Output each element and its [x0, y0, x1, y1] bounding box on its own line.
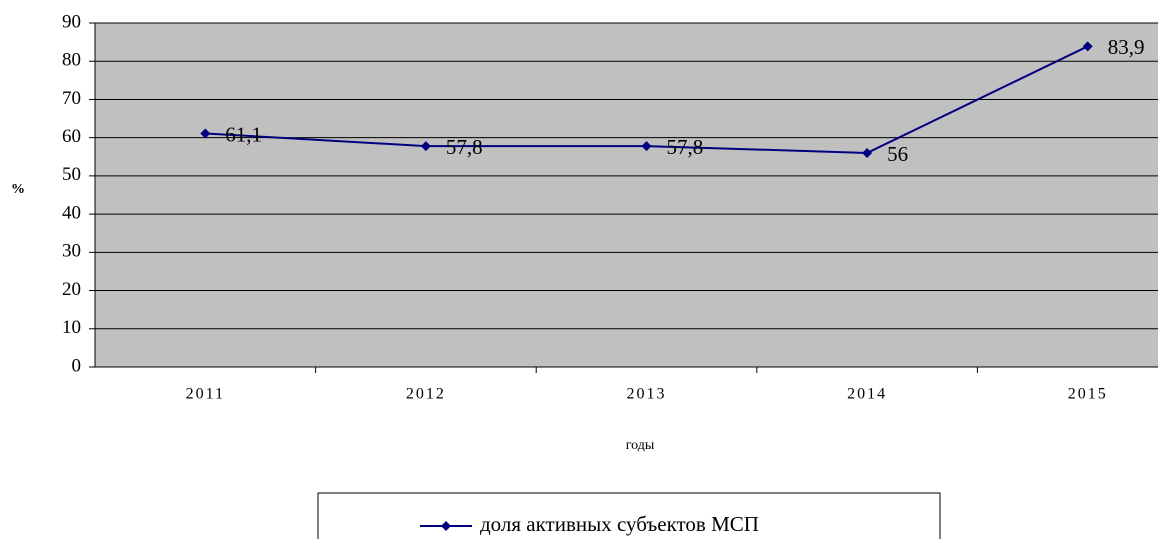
y-tick-label: 10	[62, 317, 81, 338]
marker	[1082, 41, 1093, 52]
data-label: 57,8	[667, 135, 704, 159]
x-tick-label: 2011	[186, 386, 225, 403]
y-tick-label: 20	[62, 279, 81, 300]
legend-marker	[441, 521, 451, 531]
x-tick-label: 2013	[627, 386, 667, 403]
y-tick-label: 80	[62, 50, 81, 71]
data-label: 83,9	[1108, 35, 1145, 59]
marker	[641, 141, 652, 152]
y-tick-label: 30	[62, 241, 81, 262]
x-tick-label: 2015	[1068, 386, 1108, 403]
marker	[200, 128, 211, 139]
x-tick-label: 2014	[847, 386, 887, 403]
marker	[862, 147, 873, 158]
legend-label: доля активных субъектов МСП	[480, 512, 759, 536]
y-axis-label: %	[11, 182, 25, 197]
y-tick-label: 60	[62, 126, 81, 147]
plot-area	[95, 23, 1158, 367]
y-tick-label: 40	[62, 202, 81, 223]
data-label: 57,8	[446, 135, 483, 159]
x-tick-label: 2012	[406, 386, 446, 403]
y-tick-label: 0	[72, 355, 82, 376]
legend-box	[317, 492, 941, 539]
y-tick-label: 50	[62, 164, 81, 185]
y-tick-label: 70	[62, 88, 81, 109]
marker	[420, 141, 431, 152]
y-tick-label: 90	[62, 11, 81, 32]
data-label: 61,1	[225, 122, 262, 146]
data-label: 56	[887, 142, 908, 166]
x-axis-label: годы	[626, 438, 655, 453]
